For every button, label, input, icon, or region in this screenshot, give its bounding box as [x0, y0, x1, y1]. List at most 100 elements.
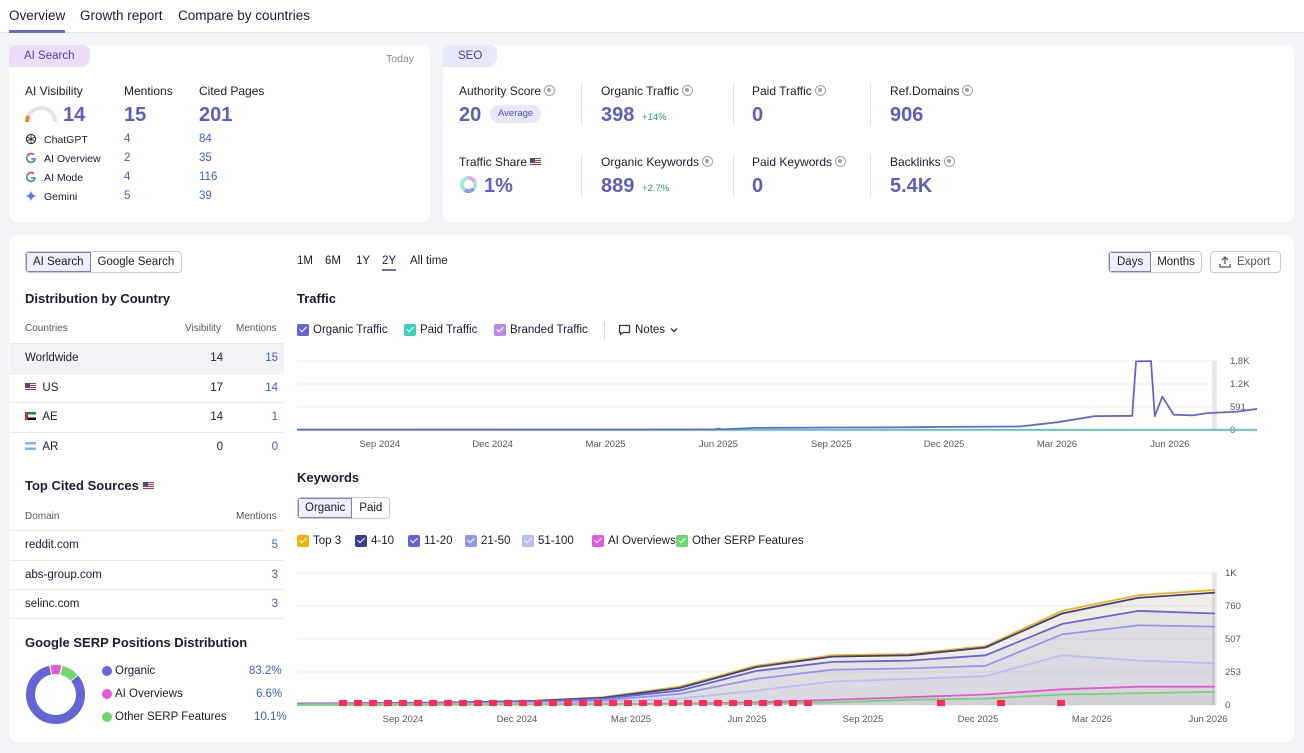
legend-51-100[interactable]: 51-100	[522, 535, 574, 547]
row-mentions-gemini[interactable]: 5	[124, 190, 131, 202]
note-marker[interactable]	[1057, 700, 1065, 706]
mentions-value[interactable]: 15	[124, 104, 147, 126]
legend-21-50[interactable]: 21-50	[465, 535, 510, 547]
range-2y[interactable]: 2Y	[382, 255, 397, 271]
info-icon[interactable]	[544, 85, 556, 96]
note-marker[interactable]	[444, 700, 452, 706]
note-marker[interactable]	[579, 700, 587, 706]
table-row[interactable]: AR 0 0	[10, 432, 284, 461]
keywords-chart[interactable]: 1K 760 507 253 0 Sep 2024 Dec 2024 Mar 2025 Jun …	[297, 565, 1257, 727]
note-marker[interactable]	[639, 700, 647, 706]
info-icon[interactable]	[681, 85, 693, 96]
note-marker[interactable]	[339, 700, 347, 706]
row-cited-ai-mode[interactable]: 116	[199, 171, 218, 183]
organic-keywords-value[interactable]: 889	[601, 175, 635, 197]
note-marker[interactable]	[699, 700, 707, 706]
row-cited-ai-overview[interactable]: 35	[199, 152, 212, 164]
paid-traffic-value[interactable]: 0	[752, 104, 764, 126]
tab-overview[interactable]: Overview	[9, 8, 66, 33]
col-mentions[interactable]: Mentions	[236, 323, 277, 334]
info-icon[interactable]	[702, 156, 714, 167]
note-marker[interactable]	[504, 700, 512, 706]
note-marker[interactable]	[684, 700, 692, 706]
info-icon[interactable]	[943, 156, 955, 167]
note-marker[interactable]	[594, 700, 602, 706]
note-marker[interactable]	[804, 700, 812, 706]
note-marker[interactable]	[714, 700, 722, 706]
note-marker[interactable]	[399, 700, 407, 706]
table-row[interactable]: AE 14 1	[10, 402, 284, 431]
table-row[interactable]: selinc.com 3	[10, 589, 284, 618]
scroll-handle[interactable]	[1212, 361, 1217, 430]
country-mentions[interactable]: 14	[265, 382, 278, 394]
country-mentions[interactable]: 1	[271, 411, 278, 423]
legend-branded-traffic[interactable]: Branded Traffic	[494, 324, 588, 336]
note-marker[interactable]	[384, 700, 392, 706]
table-row[interactable]: abs-group.com 3	[10, 560, 284, 589]
note-marker[interactable]	[489, 700, 497, 706]
note-marker[interactable]	[369, 700, 377, 706]
note-marker[interactable]	[459, 700, 467, 706]
organic-traffic-value[interactable]: 398	[601, 104, 635, 126]
note-marker[interactable]	[564, 700, 572, 706]
note-marker[interactable]	[789, 700, 797, 706]
note-marker[interactable]	[609, 700, 617, 706]
range-1m[interactable]: 1M	[297, 255, 313, 267]
note-marker[interactable]	[624, 700, 632, 706]
row-cited-gemini[interactable]: 39	[199, 190, 212, 202]
note-marker[interactable]	[774, 700, 782, 706]
note-marker[interactable]	[519, 700, 527, 706]
table-row[interactable]: US 17 14	[10, 373, 284, 402]
table-row[interactable]: reddit.com 5	[10, 530, 284, 559]
note-marker[interactable]	[354, 700, 362, 706]
note-marker[interactable]	[669, 700, 677, 706]
note-marker[interactable]	[744, 700, 752, 706]
range-1y[interactable]: 1Y	[356, 255, 371, 267]
toggle-days[interactable]: Days	[1109, 252, 1152, 272]
legend-other-serp-features[interactable]: Other SERP Features	[676, 535, 804, 547]
scroll-handle[interactable]	[1212, 573, 1217, 705]
domain-mentions[interactable]: 3	[271, 598, 278, 610]
toggle-months[interactable]: Months	[1157, 256, 1195, 268]
info-icon[interactable]	[835, 156, 847, 167]
note-marker[interactable]	[759, 700, 767, 706]
note-marker[interactable]	[937, 700, 945, 706]
note-marker[interactable]	[474, 700, 482, 706]
range-6m[interactable]: 6M	[325, 255, 341, 267]
legend-organic-traffic[interactable]: Organic Traffic	[297, 324, 388, 336]
info-icon[interactable]	[814, 85, 826, 96]
toggle-google-search[interactable]: Google Search	[97, 256, 175, 268]
row-mentions-ai-mode[interactable]: 4	[124, 171, 131, 183]
paid-keywords-value[interactable]: 0	[752, 175, 764, 197]
row-mentions-chatgpt[interactable]: 4	[124, 133, 131, 145]
col-visibility[interactable]: Visibility	[185, 323, 221, 334]
tab-growth-report[interactable]: Growth report	[80, 8, 163, 23]
toggle-ai-search[interactable]: AI Search	[26, 252, 91, 272]
country-mentions[interactable]: 0	[271, 441, 278, 453]
legend-4-10[interactable]: 4-10	[355, 535, 394, 547]
note-marker[interactable]	[997, 700, 1005, 706]
notes-dropdown[interactable]: Notes	[618, 324, 679, 336]
tab-compare-by-countries[interactable]: Compare by countries	[178, 8, 311, 23]
domain-name[interactable]: selinc.com	[25, 598, 80, 610]
toggle-paid[interactable]: Paid	[359, 502, 383, 514]
note-marker[interactable]	[654, 700, 662, 706]
toggle-organic[interactable]: Organic	[298, 498, 353, 518]
country-mentions[interactable]: 15	[265, 352, 278, 364]
backlinks-value[interactable]: 5.4K	[890, 175, 933, 197]
legend-top-3[interactable]: Top 3	[297, 535, 341, 547]
note-marker[interactable]	[534, 700, 542, 706]
legend-11-20[interactable]: 11-20	[408, 535, 453, 547]
export-button[interactable]: Export	[1210, 251, 1282, 273]
info-icon[interactable]	[962, 85, 974, 96]
table-row[interactable]: Worldwide 14 15	[10, 343, 284, 372]
note-marker[interactable]	[729, 700, 737, 706]
cited-pages-value[interactable]: 201	[199, 104, 233, 126]
domain-name[interactable]: abs-group.com	[25, 569, 102, 581]
row-cited-chatgpt[interactable]: 84	[199, 133, 212, 145]
legend-ai-overviews[interactable]: AI Overviews	[592, 535, 676, 547]
domain-mentions[interactable]: 3	[271, 569, 278, 581]
note-marker[interactable]	[414, 700, 422, 706]
note-marker[interactable]	[429, 700, 437, 706]
